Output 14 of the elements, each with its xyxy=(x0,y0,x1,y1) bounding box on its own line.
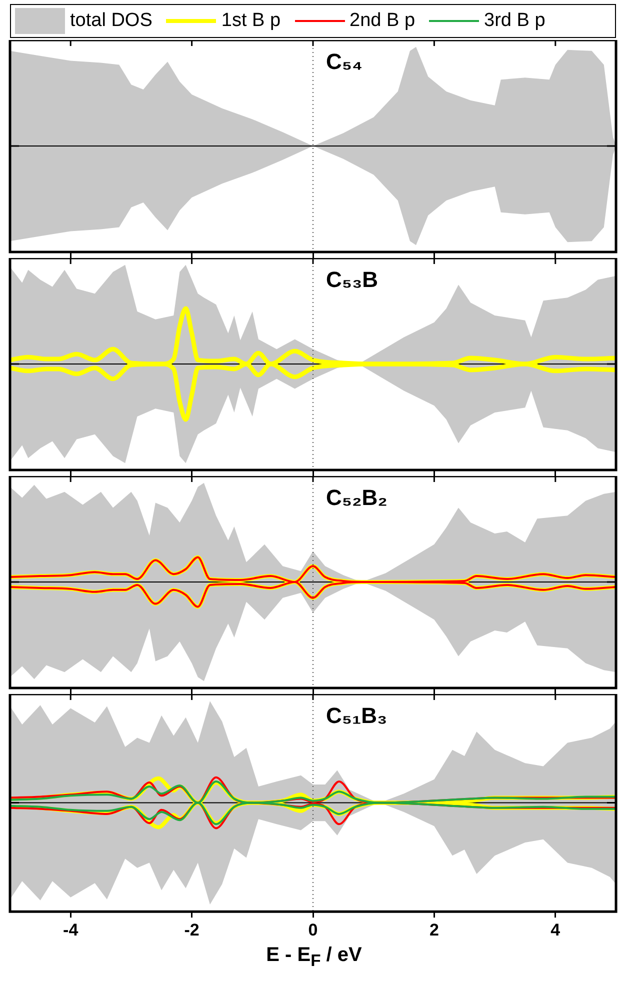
x-tick-label: -2 xyxy=(184,920,200,940)
chart-title: C₅₂B₂ xyxy=(326,485,388,510)
x-tick-label: 0 xyxy=(308,920,318,940)
x-tick-label: -4 xyxy=(63,920,79,940)
legend-label: 1st B p xyxy=(221,10,281,32)
x-tick-label: 2 xyxy=(429,920,439,940)
chart-title: C₅₃B xyxy=(326,267,378,292)
legend-label: 2nd B p xyxy=(350,10,416,32)
chart-title: C₅₄ xyxy=(326,49,362,74)
x-axis-title: E - E$_{F}$ / eV xyxy=(265,944,363,971)
legend-label: total DOS xyxy=(70,10,152,32)
chart-title: C₅₁B₃ xyxy=(326,703,388,728)
legend-label: 3rd B p xyxy=(484,10,546,32)
x-tick-label: 4 xyxy=(550,920,561,940)
